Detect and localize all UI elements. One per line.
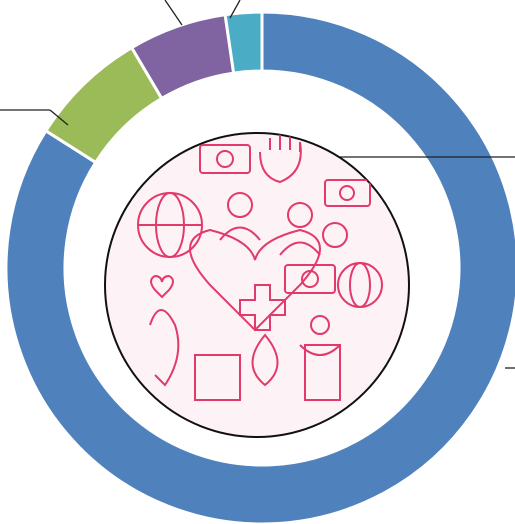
segment <box>4 10 515 524</box>
leader-line <box>164 0 183 26</box>
center-illustration <box>104 132 410 438</box>
leader-line <box>229 0 241 19</box>
leader-lines <box>0 0 515 369</box>
segments <box>4 10 515 524</box>
segment <box>223 10 264 75</box>
leader-line <box>49 109 69 126</box>
